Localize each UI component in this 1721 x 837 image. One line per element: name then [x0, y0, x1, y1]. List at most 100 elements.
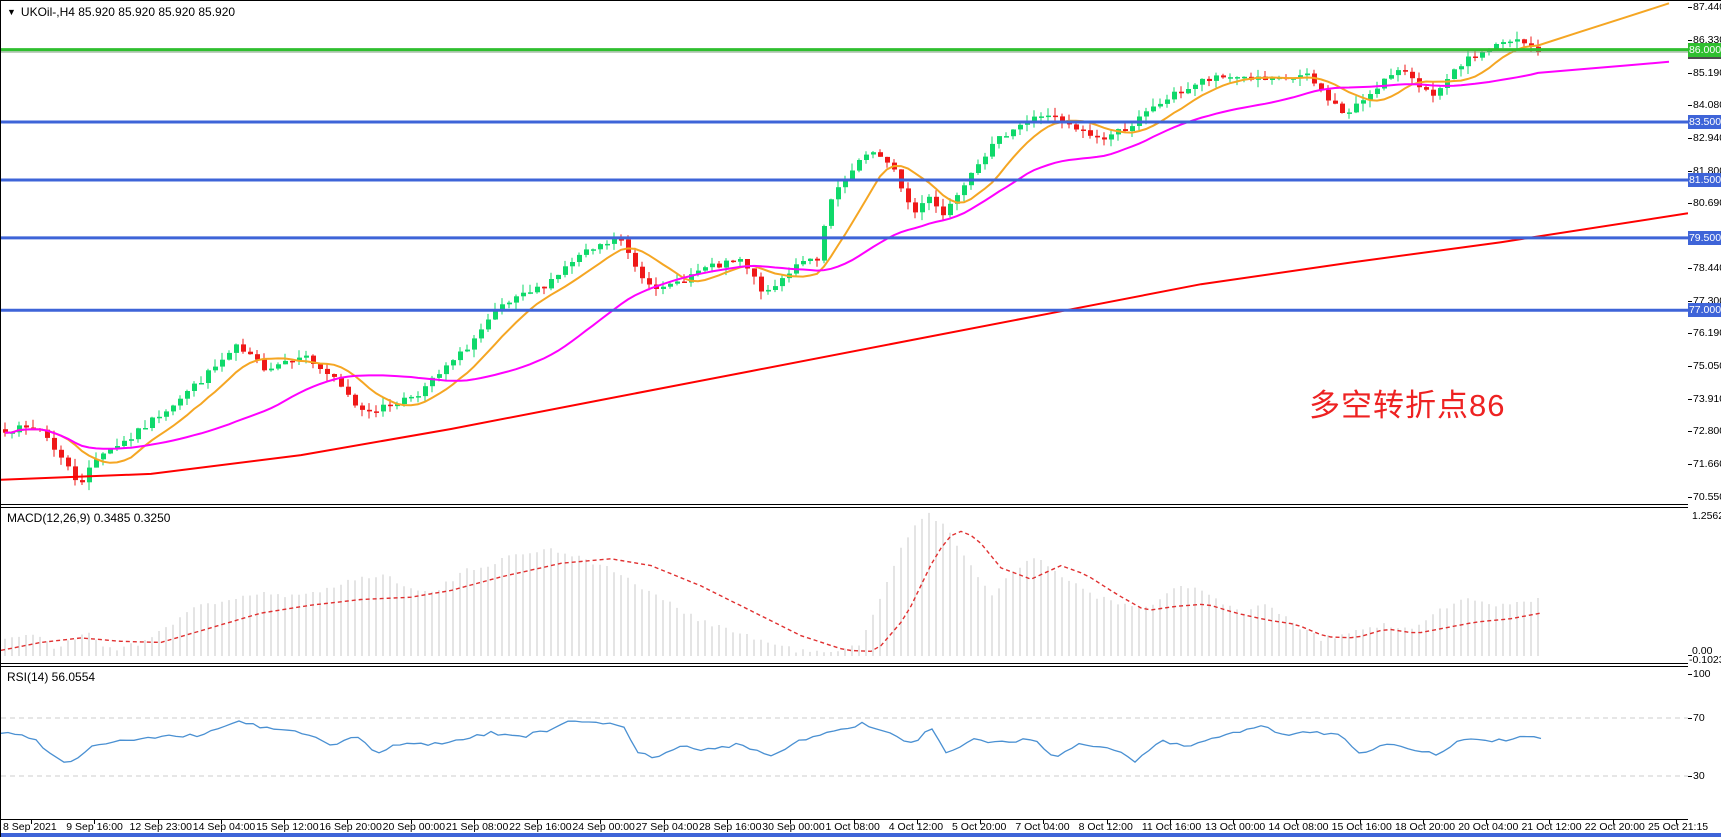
price-badge: 86.000 — [1688, 42, 1721, 57]
date-axis[interactable]: 8 Sep 2021 9 Sep 16:00 12 Sep 23:00 14 Sep … — [1, 820, 1721, 833]
main-price-chart[interactable] — [1, 1, 1688, 504]
price-tick — [1688, 399, 1692, 401]
candle-body — [304, 355, 309, 358]
rsi-line — [1, 720, 1542, 763]
candle-body — [73, 466, 78, 481]
candle-body — [24, 425, 29, 428]
candle-body — [1459, 66, 1464, 70]
candle-body — [1298, 75, 1303, 79]
price-tick — [1688, 268, 1692, 270]
price-tick — [1688, 301, 1692, 303]
candle-body — [577, 254, 582, 262]
candle-body — [661, 286, 666, 289]
candle-body — [1228, 77, 1233, 79]
macd-tick — [1688, 655, 1692, 656]
candle-body — [374, 411, 379, 413]
candle-body — [66, 457, 71, 467]
candle-body — [1452, 69, 1457, 79]
candle-body — [997, 136, 1002, 144]
candle-body — [731, 260, 736, 263]
candle-body — [248, 351, 253, 355]
candle-body — [1333, 100, 1338, 104]
candle-body — [689, 274, 694, 283]
candle-body — [871, 152, 876, 155]
price-badge: 83.500 — [1688, 115, 1721, 130]
date-axis-label: 11 Oct 16:00 — [1141, 821, 1202, 833]
macd-panel-chart[interactable] — [1, 508, 1688, 663]
candle-body — [556, 274, 561, 280]
candle-body — [752, 268, 757, 277]
date-tick — [284, 820, 286, 824]
candle-body — [402, 397, 407, 405]
annotation-text[interactable]: 多空转折点86 — [1309, 388, 1506, 423]
candle-body — [1193, 84, 1198, 89]
candle-body — [1172, 91, 1177, 100]
rsi-tick — [1688, 775, 1692, 777]
candle-body — [1109, 134, 1114, 140]
rsi-tick — [1688, 717, 1692, 719]
date-axis-label: 21 Sep 08:00 — [445, 821, 509, 833]
date-tick — [31, 820, 32, 824]
price-tick-label: 78.440 — [1693, 262, 1721, 275]
candle-body — [598, 244, 603, 250]
price-tick-label: 73.910 — [1693, 393, 1721, 406]
candle-body — [857, 160, 862, 171]
date-axis-label: 27 Sep 04:00 — [635, 821, 699, 833]
date-tick — [916, 820, 918, 824]
candle-body — [1011, 129, 1016, 137]
candle-body — [549, 279, 554, 289]
date-axis-label: 14 Sep 04:00 — [192, 821, 256, 833]
date-tick — [663, 820, 665, 824]
panel-separator — [1, 504, 1721, 505]
candle-body — [1431, 89, 1436, 96]
candle-body — [1494, 44, 1499, 49]
candle-body — [773, 286, 778, 290]
candle-body — [1326, 89, 1331, 101]
candle-body — [465, 349, 470, 352]
candle-body — [409, 396, 414, 399]
candle-body — [1060, 116, 1065, 122]
date-axis-label: 4 Oct 12:00 — [888, 821, 944, 833]
price-tick-label: 86.330 — [1693, 33, 1721, 46]
price-tick-label: 76.190 — [1693, 327, 1721, 340]
candle-body — [1200, 78, 1205, 85]
candle-body — [1508, 41, 1513, 44]
candle-body — [1270, 77, 1275, 80]
candle-body — [353, 394, 358, 406]
candle-body — [234, 344, 239, 353]
date-axis-label: 20 Sep 00:00 — [382, 821, 446, 833]
candle-body — [1368, 94, 1373, 101]
candle-body — [262, 359, 267, 371]
price-tick — [1688, 170, 1692, 172]
price-tick — [1688, 496, 1692, 498]
candle-body — [171, 405, 176, 412]
candle-body — [514, 296, 519, 303]
candle-body — [864, 154, 869, 160]
price-scale[interactable]: 87.44086.33085.19084.08082.94081.80080.6… — [1688, 1, 1721, 833]
date-tick — [1612, 820, 1614, 824]
date-tick — [980, 820, 982, 824]
candle-body — [1032, 116, 1037, 122]
candle-body — [108, 448, 113, 454]
candle-body — [934, 196, 939, 207]
date-axis-label: 15 Oct 16:00 — [1331, 821, 1392, 833]
candle-body — [500, 304, 505, 311]
candle-body — [990, 143, 995, 157]
candle-body — [759, 276, 764, 292]
candle-body — [1242, 76, 1247, 79]
candle-body — [906, 188, 911, 203]
candle-body — [1473, 56, 1478, 58]
macd-scale-bottom: -0.1023 — [1689, 654, 1721, 666]
candle-body — [1529, 43, 1534, 47]
price-tick-label: 71.660 — [1693, 458, 1721, 471]
rsi-panel-chart[interactable] — [1, 667, 1688, 819]
candle-body — [801, 261, 806, 265]
candle-body — [1214, 75, 1219, 81]
candle-body — [157, 416, 162, 419]
rsi-scale-label: 100 — [1693, 668, 1711, 680]
symbol-dropdown-icon[interactable]: ▼ — [7, 7, 16, 17]
candle-body — [507, 302, 512, 305]
date-tick — [1422, 820, 1424, 824]
candle-body — [1102, 137, 1107, 140]
candle-body — [542, 286, 547, 289]
